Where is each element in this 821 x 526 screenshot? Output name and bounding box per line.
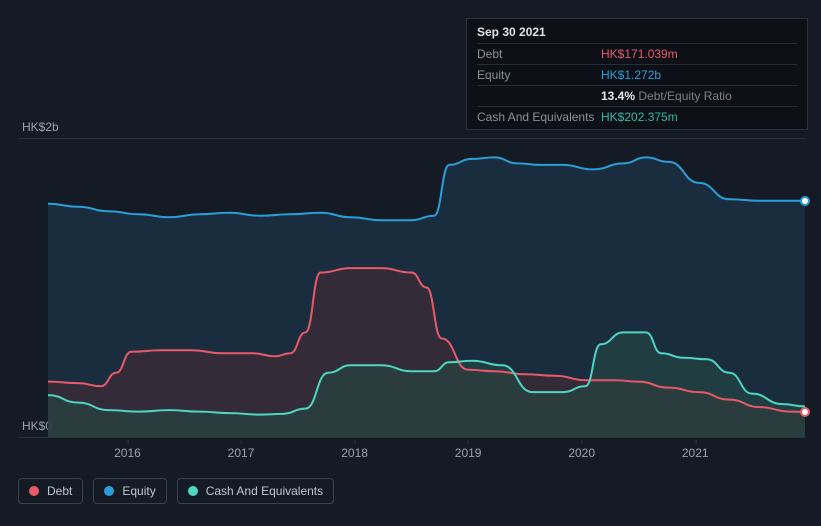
series-end-marker-debt xyxy=(800,407,810,417)
tooltip-row-equity: Equity HK$1.272b xyxy=(477,64,797,85)
tooltip-ratio-label: Debt/Equity Ratio xyxy=(635,89,732,103)
tooltip-row-cash: Cash And Equivalents HK$202.375m xyxy=(477,106,797,127)
tooltip-ratio-pct: 13.4% xyxy=(601,89,635,103)
grid-line-baseline xyxy=(19,437,805,438)
y-axis-tick-max: HK$2b xyxy=(22,120,59,134)
x-axis-tick: 2016 xyxy=(114,446,141,460)
legend-label: Cash And Equivalents xyxy=(206,484,323,498)
chart-tooltip: Sep 30 2021 Debt HK$171.039m Equity HK$1… xyxy=(466,18,808,130)
x-axis: 2016 2017 2018 2019 2020 2021 xyxy=(48,442,805,462)
legend-label: Equity xyxy=(122,484,155,498)
tooltip-label: Cash And Equivalents xyxy=(477,110,601,124)
tooltip-value: HK$1.272b xyxy=(601,68,661,82)
tooltip-value: HK$171.039m xyxy=(601,47,678,61)
series-end-marker-equity xyxy=(800,196,810,206)
legend-swatch xyxy=(104,486,114,496)
x-axis-tick: 2020 xyxy=(568,446,595,460)
x-axis-tick: 2019 xyxy=(455,446,482,460)
chart-legend: Debt Equity Cash And Equivalents xyxy=(18,478,334,504)
legend-label: Debt xyxy=(47,484,72,498)
x-axis-tick: 2017 xyxy=(228,446,255,460)
legend-item-debt[interactable]: Debt xyxy=(18,478,83,504)
tooltip-date: Sep 30 2021 xyxy=(477,25,797,43)
debt-equity-chart: Sep 30 2021 Debt HK$171.039m Equity HK$1… xyxy=(0,0,821,526)
legend-swatch xyxy=(188,486,198,496)
tooltip-row-debt: Debt HK$171.039m xyxy=(477,43,797,64)
x-axis-tick: 2021 xyxy=(682,446,709,460)
tooltip-value: HK$202.375m xyxy=(601,110,678,124)
tooltip-row-ratio: 13.4% Debt/Equity Ratio xyxy=(477,85,797,106)
legend-item-equity[interactable]: Equity xyxy=(93,478,166,504)
x-axis-tick: 2018 xyxy=(341,446,368,460)
plot-area[interactable] xyxy=(48,138,805,437)
legend-item-cash[interactable]: Cash And Equivalents xyxy=(177,478,334,504)
tooltip-label: Equity xyxy=(477,68,601,82)
tooltip-label: Debt xyxy=(477,47,601,61)
legend-swatch xyxy=(29,486,39,496)
